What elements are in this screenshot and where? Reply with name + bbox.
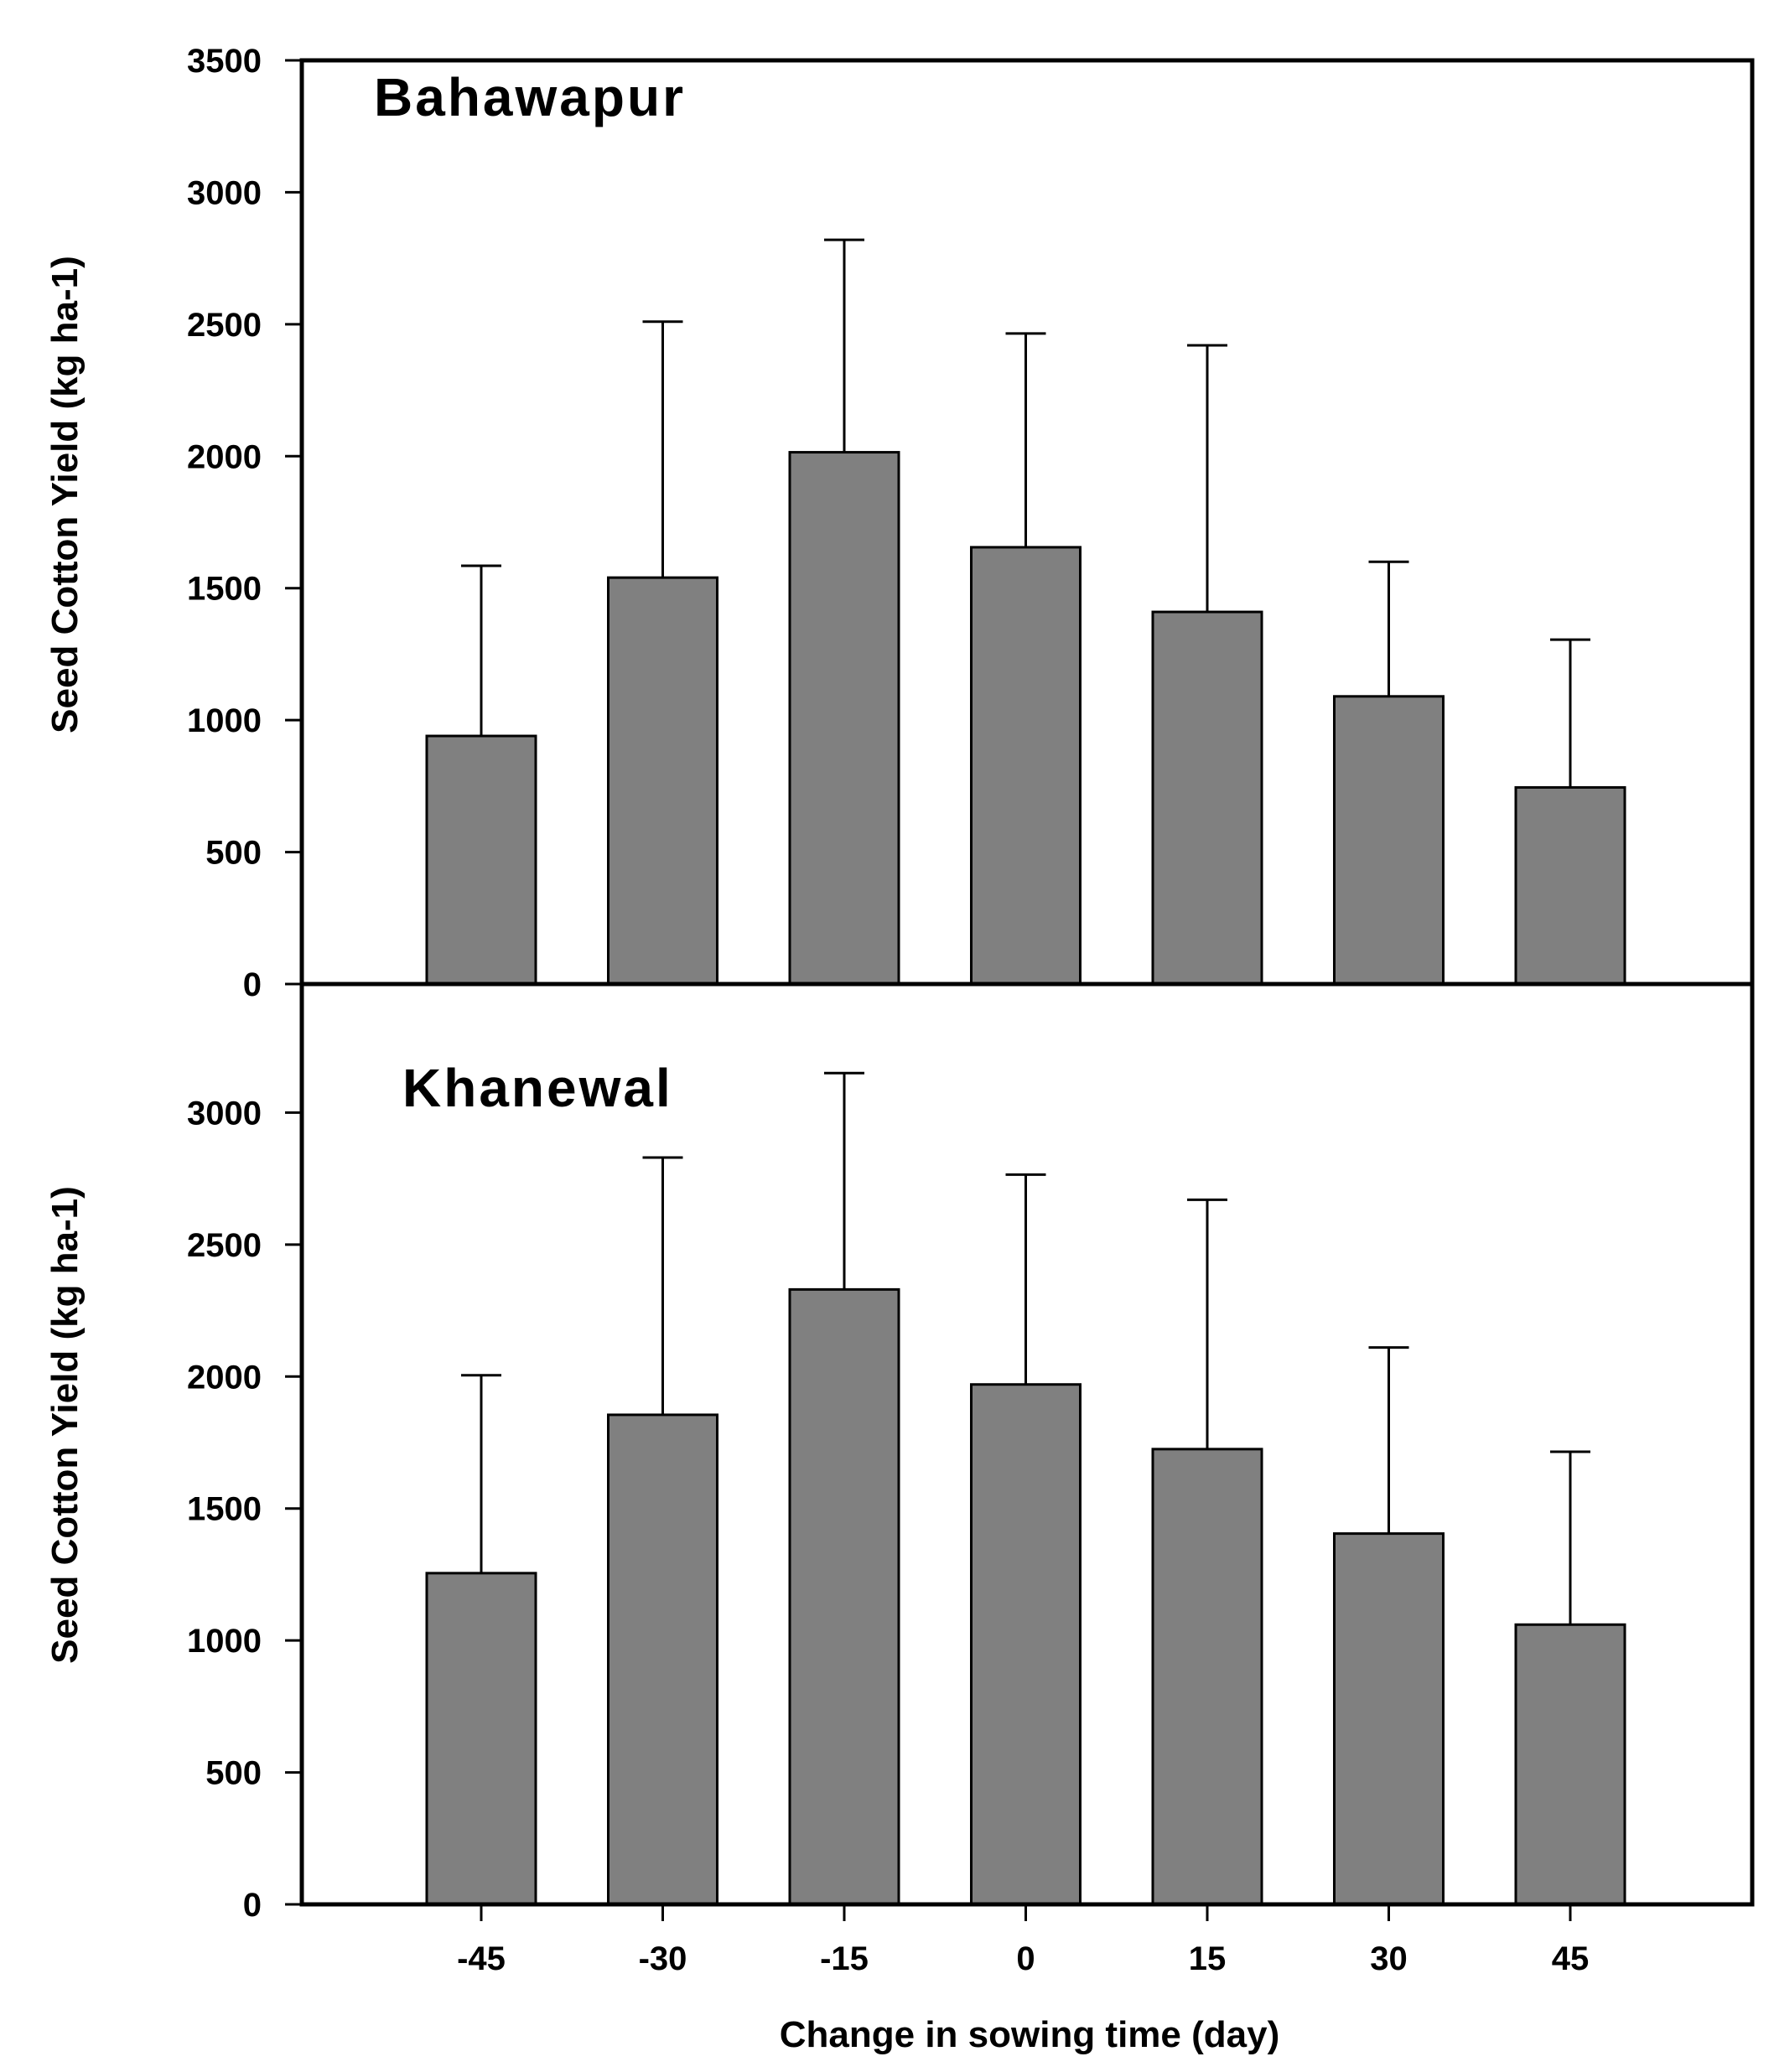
x-tick-label-1: -30 bbox=[639, 1940, 687, 1977]
y-axis-label-bottom: Seed Cotton Yield (kg ha-1) bbox=[44, 1186, 86, 1664]
y-tick-label-bottom-0: 0 bbox=[243, 1887, 262, 1924]
panel-bottom: Khanewal Seed Cotton Yield (kg ha-1) bbox=[44, 1058, 673, 1664]
y-tick-label-top-4: 2000 bbox=[187, 438, 262, 475]
bar-top-0 bbox=[425, 734, 537, 986]
y-tick-label-bottom-4: 2000 bbox=[187, 1359, 262, 1396]
y-tick-label-top-2: 1000 bbox=[187, 702, 262, 739]
y-tick-label-top-5: 2500 bbox=[187, 307, 262, 344]
y-tick-label-top-6: 3000 bbox=[187, 174, 262, 211]
panel-title-khanewal: Khanewal bbox=[402, 1058, 673, 1118]
x-tick-label-2: -15 bbox=[820, 1940, 869, 1977]
bar-top-2 bbox=[788, 451, 900, 986]
y-tick-label-bottom-5: 2500 bbox=[187, 1227, 262, 1264]
y-tick-label-bottom-3: 1500 bbox=[187, 1491, 262, 1528]
x-tick-label-6: 45 bbox=[1552, 1940, 1590, 1977]
x-tick-label-5: 30 bbox=[1370, 1940, 1408, 1977]
bar-bottom-6 bbox=[1514, 1623, 1626, 1906]
bar-bottom-0 bbox=[425, 1572, 537, 1906]
y-tick-label-bottom-6: 3000 bbox=[187, 1095, 262, 1132]
x-axis-label: Change in sowing time (day) bbox=[780, 2014, 1280, 2055]
bar-bottom-2 bbox=[788, 1287, 900, 1906]
y-axis-label-top: Seed Cotton Yield (kg ha-1) bbox=[44, 256, 86, 733]
y-tick-label-bottom-1: 500 bbox=[205, 1755, 262, 1792]
bar-bottom-3 bbox=[970, 1383, 1082, 1906]
bar-top-3 bbox=[970, 546, 1082, 986]
panel-top: Bahawapur Seed Cotton Yield (kg ha-1) bbox=[44, 67, 686, 733]
bar-top-1 bbox=[607, 576, 718, 986]
chart-body: 0 500 1000 1500 2000 2500 3000 3500 0 500 1000 1500… bbox=[187, 43, 1755, 1977]
bar-top-6 bbox=[1514, 785, 1626, 986]
y-tick-label-top-3: 1500 bbox=[187, 571, 262, 608]
x-tick-label-3: 0 bbox=[1016, 1940, 1035, 1977]
bar-bottom-5 bbox=[1333, 1532, 1445, 1906]
y-tick-label-top-7: 3500 bbox=[187, 43, 262, 80]
bar-top-4 bbox=[1151, 610, 1263, 986]
bar-bottom-4 bbox=[1151, 1448, 1263, 1906]
panel-title-bahawapur: Bahawapur bbox=[374, 67, 686, 127]
y-tick-label-top-0: 0 bbox=[243, 966, 262, 1003]
y-tick-label-bottom-2: 1000 bbox=[187, 1623, 262, 1660]
bar-bottom-1 bbox=[607, 1413, 718, 1906]
x-tick-label-4: 15 bbox=[1189, 1940, 1227, 1977]
x-tick-label-0: -45 bbox=[457, 1940, 506, 1977]
bar-top-5 bbox=[1333, 695, 1445, 986]
y-tick-label-top-1: 500 bbox=[205, 835, 262, 872]
